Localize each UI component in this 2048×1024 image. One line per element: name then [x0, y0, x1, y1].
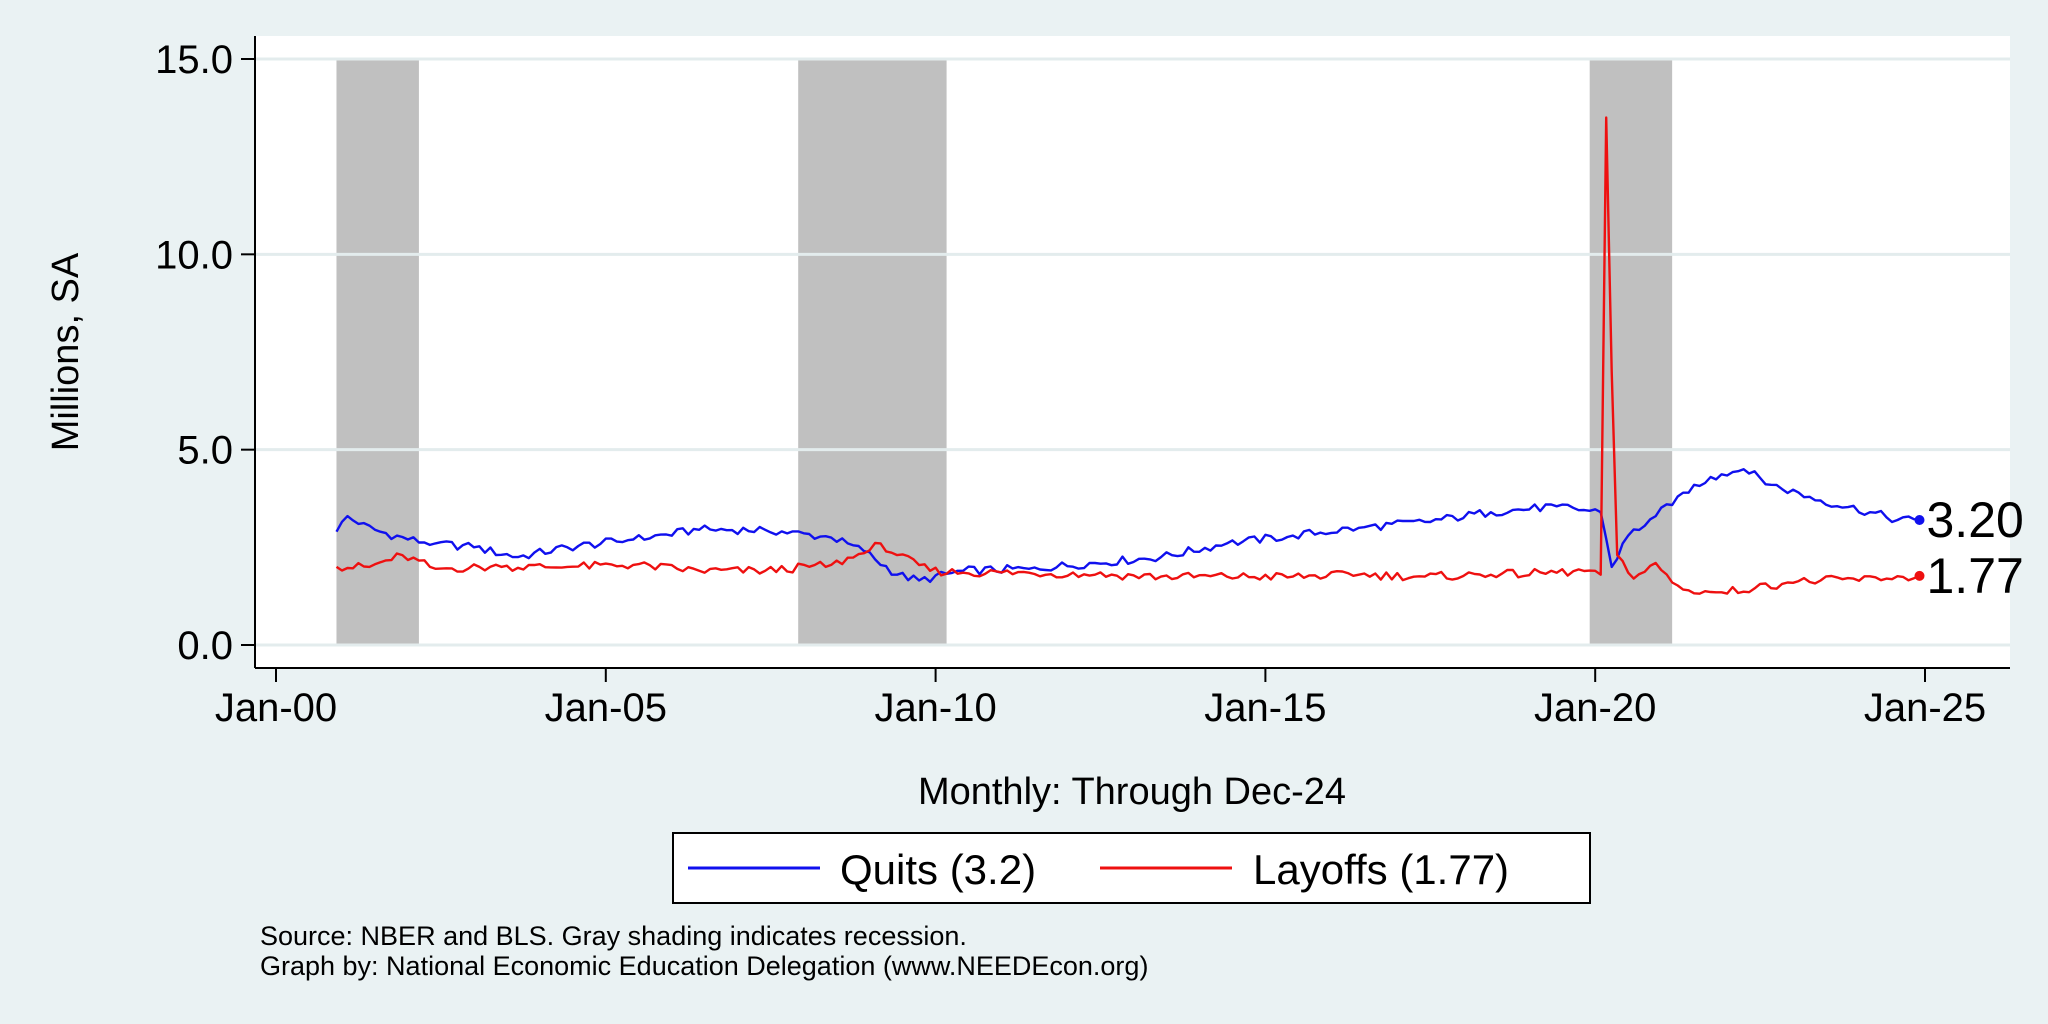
- x-tick-label: Jan-10: [874, 686, 996, 730]
- plot-area: [255, 36, 2010, 668]
- axes: 0.0 5.0 10.0 15.0 Jan-00 Jan-05 Jan-10 Jan-15 Ja…: [155, 36, 2010, 730]
- series-line-quits: [335, 468, 1920, 583]
- x-axis-title: Monthly: Through Dec-24: [918, 771, 1346, 813]
- y-axis-title: Millions, SA: [45, 252, 87, 451]
- series-endpoint-layoffs: [1914, 570, 1925, 581]
- data-series: [335, 116, 1925, 595]
- legend: Quits (3.2) Layoffs (1.77): [672, 832, 1591, 904]
- legend-label-quits: Quits (3.2): [840, 846, 1036, 893]
- credit-note: Graph by: National Economic Education De…: [260, 951, 1148, 981]
- end-label-quits: 3.20: [1927, 492, 2024, 548]
- y-tick-label: 10.0: [155, 233, 233, 277]
- x-tick-label: Jan-25: [1864, 686, 1986, 730]
- legend-label-layoffs: Layoffs (1.77): [1253, 846, 1509, 893]
- series-line-layoffs: [335, 116, 1920, 595]
- x-tick-label: Jan-00: [215, 686, 337, 730]
- x-tick-label: Jan-15: [1204, 686, 1326, 730]
- x-tick-label: Jan-05: [545, 686, 667, 730]
- y-tick-label: 0.0: [177, 624, 233, 668]
- x-tick-label: Jan-20: [1534, 686, 1656, 730]
- y-tick-label: 5.0: [177, 429, 233, 473]
- end-value-labels: 3.201.77: [1927, 492, 2024, 604]
- y-gridlines: [255, 57, 2010, 647]
- y-tick-label: 15.0: [155, 38, 233, 82]
- recession-shading: [336, 59, 1673, 645]
- recession-band: [336, 59, 419, 645]
- end-label-layoffs: 1.77: [1927, 548, 2024, 604]
- source-note: Source: NBER and BLS. Gray shading indic…: [260, 921, 967, 951]
- series-endpoint-quits: [1914, 514, 1925, 525]
